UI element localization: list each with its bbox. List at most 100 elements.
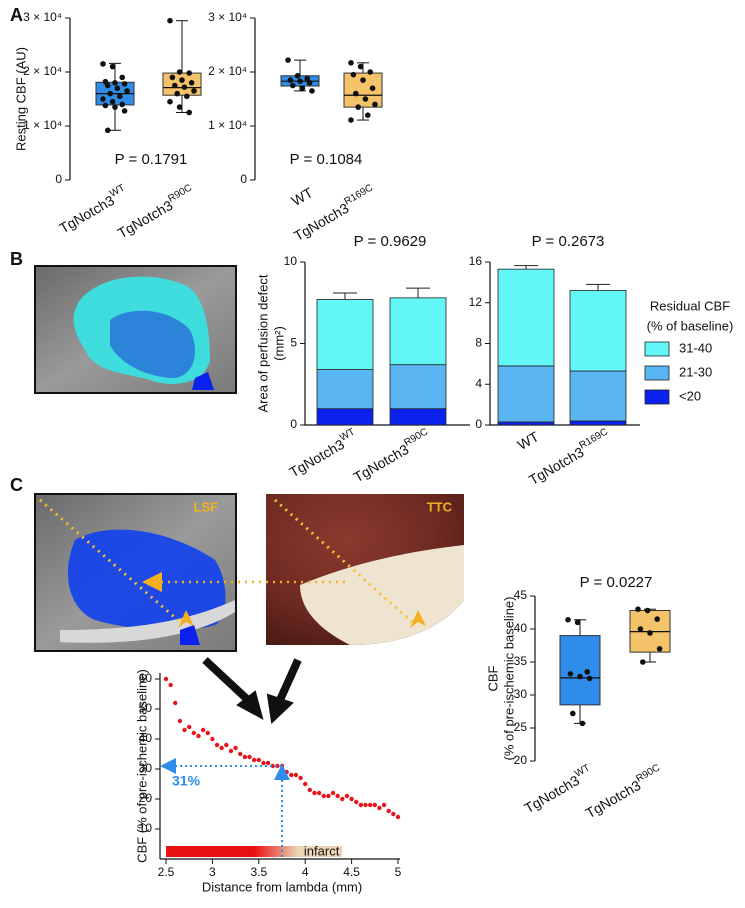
y-tick-label: 45 xyxy=(514,588,528,602)
data-point xyxy=(105,82,111,89)
box xyxy=(559,635,601,706)
data-point xyxy=(586,675,593,682)
data-point xyxy=(238,751,243,757)
data-point xyxy=(640,659,646,665)
category-label: TgNotch3R169C xyxy=(525,427,613,488)
data-point xyxy=(285,57,291,63)
data-point xyxy=(172,82,178,89)
x-tick-label: 4.5 xyxy=(343,865,360,879)
data-point xyxy=(321,793,326,799)
data-point xyxy=(360,77,366,83)
y-tick-label: 16 xyxy=(469,254,483,268)
infarct-bar xyxy=(166,846,343,857)
data-point xyxy=(348,60,354,66)
data-point xyxy=(181,84,188,90)
data-point xyxy=(350,71,357,78)
data-point xyxy=(184,93,190,100)
data-point xyxy=(219,745,224,751)
y-axis-label: CBF (% of pre-ischemic baseline) xyxy=(134,669,149,863)
data-point xyxy=(214,742,220,748)
category-name: WT xyxy=(515,428,542,453)
legend-swatch xyxy=(644,341,670,357)
data-point xyxy=(656,646,663,652)
data-point xyxy=(372,101,378,108)
category-superscript: R90C xyxy=(634,763,662,785)
y-tick-label: 0 xyxy=(240,172,247,186)
data-point xyxy=(391,811,396,817)
y-tick-label: 20 xyxy=(139,791,153,805)
category-label: WT xyxy=(289,184,316,209)
bar-segment xyxy=(316,299,374,370)
y-tick-label: 1 × 10⁴ xyxy=(208,118,247,132)
data-point xyxy=(265,760,271,766)
data-point xyxy=(570,710,576,717)
data-point xyxy=(567,671,574,677)
data-point xyxy=(647,630,653,636)
bar-segment xyxy=(497,365,555,423)
data-point xyxy=(186,109,192,116)
y-tick-label: 2 × 10⁴ xyxy=(208,64,247,78)
p-value: P = 0.0227 xyxy=(580,574,653,591)
infarct-label: infarct xyxy=(304,843,340,858)
data-point xyxy=(637,626,644,632)
ttc-label: TTC xyxy=(427,499,453,514)
data-point xyxy=(196,733,201,739)
data-point xyxy=(326,793,331,799)
box xyxy=(343,72,383,108)
data-point xyxy=(163,676,169,682)
bar-segment xyxy=(569,370,627,422)
y-tick-label: 1 × 10⁴ xyxy=(23,118,62,132)
data-point xyxy=(100,61,106,67)
data-point xyxy=(200,727,206,733)
data-point xyxy=(395,814,401,820)
y-tick-label: 10 xyxy=(284,254,298,268)
y-tick-label: 30 xyxy=(514,687,528,701)
data-point xyxy=(186,70,192,76)
y-axis-label: Area of perfusion defect xyxy=(255,274,270,412)
y-tick-label: 25 xyxy=(514,720,528,734)
y-tick-label: 40 xyxy=(514,621,528,635)
y-tick-label: 4 xyxy=(475,376,482,390)
legend-swatch xyxy=(644,389,670,405)
data-point xyxy=(304,75,311,82)
x-tick-label: 3 xyxy=(209,865,216,879)
legend-label: <20 xyxy=(679,388,701,403)
category-name: TgNotch3 xyxy=(583,777,644,821)
data-point xyxy=(167,17,173,24)
data-point xyxy=(270,763,275,769)
y-tick-label: 0 xyxy=(475,417,482,431)
data-point xyxy=(114,85,121,91)
data-point xyxy=(303,781,308,787)
y-tick-label: 8 xyxy=(475,336,482,350)
category-superscript: R90C xyxy=(402,427,430,449)
category-label: WT xyxy=(515,428,542,453)
data-point xyxy=(584,669,590,675)
data-point xyxy=(119,74,125,81)
data-point xyxy=(654,616,660,622)
y-tick-label: 30 xyxy=(139,761,153,775)
data-point xyxy=(109,63,116,70)
category-name: TgNotch3 xyxy=(526,443,587,487)
y-axis-label: (% of pre-ischemic baseline) xyxy=(501,596,516,760)
bar-segment xyxy=(497,268,555,367)
data-point xyxy=(289,772,294,778)
data-point xyxy=(112,104,118,110)
data-point xyxy=(261,760,266,766)
y-tick-label: 12 xyxy=(469,295,483,309)
data-point xyxy=(312,790,317,796)
data-point xyxy=(635,606,641,612)
data-point xyxy=(182,727,187,733)
bar-segment xyxy=(569,420,627,426)
y-tick-label: 3 × 10⁴ xyxy=(208,10,247,24)
legend-swatch xyxy=(644,365,670,381)
legend-title: Residual CBF xyxy=(650,298,730,313)
y-tick-label: 0 xyxy=(290,417,297,431)
data-point xyxy=(233,745,238,751)
data-point xyxy=(107,90,113,97)
panel-label: B xyxy=(10,249,23,269)
data-point xyxy=(290,82,296,89)
data-point xyxy=(251,757,257,763)
data-point xyxy=(299,85,306,91)
data-point xyxy=(177,718,183,724)
data-point xyxy=(354,799,359,805)
